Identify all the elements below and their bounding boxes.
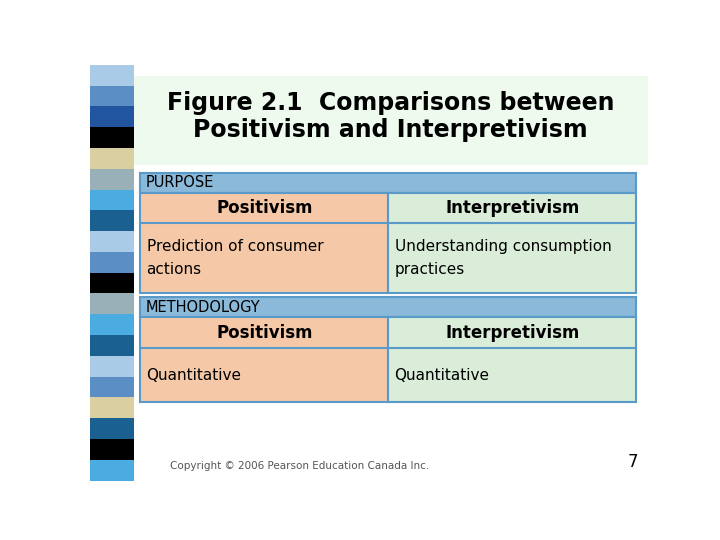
Bar xyxy=(90,460,134,481)
Bar xyxy=(90,273,134,294)
Text: Interpretivism: Interpretivism xyxy=(445,199,580,217)
Bar xyxy=(90,168,134,190)
Bar xyxy=(140,193,388,293)
Bar xyxy=(90,294,134,314)
Text: PURPOSE: PURPOSE xyxy=(145,175,214,190)
Bar xyxy=(90,231,134,252)
Bar xyxy=(90,397,134,418)
Text: 7: 7 xyxy=(627,454,638,471)
Text: Quantitative: Quantitative xyxy=(395,368,490,383)
Bar xyxy=(90,65,134,85)
Bar xyxy=(388,318,636,402)
Text: Interpretivism: Interpretivism xyxy=(445,324,580,342)
Bar xyxy=(90,148,134,168)
Bar xyxy=(90,377,134,397)
Bar xyxy=(140,318,388,402)
Text: Quantitative: Quantitative xyxy=(147,368,242,383)
Text: Positivism: Positivism xyxy=(216,324,312,342)
Bar xyxy=(90,190,134,211)
Text: Positivism and Interpretivism: Positivism and Interpretivism xyxy=(194,118,588,142)
Text: Figure 2.1  Comparisons between: Figure 2.1 Comparisons between xyxy=(167,91,614,116)
Text: Prediction of consumer
actions: Prediction of consumer actions xyxy=(147,239,323,276)
Text: METHODOLOGY: METHODOLOGY xyxy=(145,300,261,315)
Bar xyxy=(90,252,134,273)
Bar xyxy=(90,106,134,127)
Bar xyxy=(388,193,636,293)
Text: Copyright © 2006 Pearson Education Canada Inc.: Copyright © 2006 Pearson Education Canad… xyxy=(170,461,429,471)
Bar xyxy=(90,335,134,356)
Bar xyxy=(140,173,636,193)
Bar xyxy=(90,439,134,460)
Bar xyxy=(90,314,134,335)
Bar xyxy=(90,356,134,377)
Text: Positivism: Positivism xyxy=(216,199,312,217)
Bar xyxy=(90,210,134,231)
Text: Understanding consumption
practices: Understanding consumption practices xyxy=(395,239,611,276)
Bar xyxy=(90,127,134,148)
Bar xyxy=(134,76,648,165)
Bar xyxy=(90,85,134,106)
Bar xyxy=(140,298,636,318)
Bar xyxy=(90,418,134,439)
